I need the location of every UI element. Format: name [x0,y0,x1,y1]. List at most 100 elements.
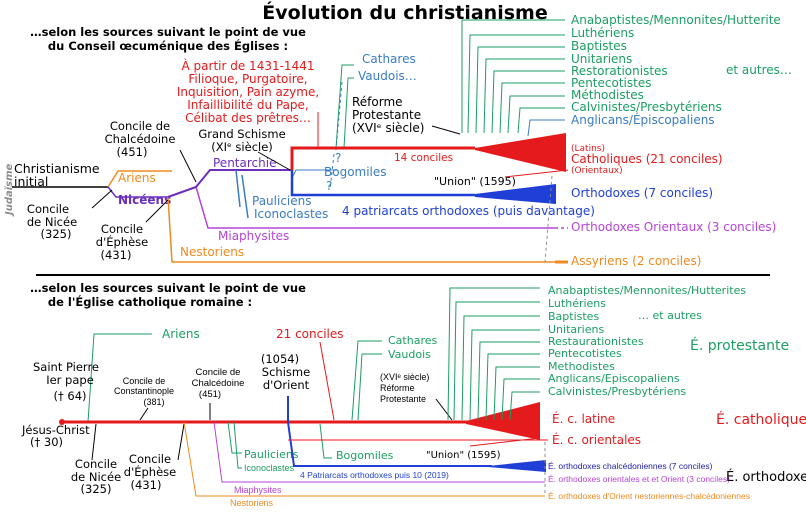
chalcedoine-label-line3: (451) [117,145,148,159]
protestant-bottom-3: Unitariens [548,323,604,336]
question-mark-1: ? [335,151,341,165]
reforme-label-line2: Protestante [352,108,421,122]
cathares-branch [335,64,354,149]
pauliciens-label: Pauliciens [252,194,312,208]
constantinople-line1: Concile de [123,376,166,386]
bottom-orthodox-cone [488,460,546,472]
latin-changes-1: À partir de 1431-1441 [182,58,315,73]
protestant-top-4: Restorationistes [571,64,668,78]
miaphysites-label: Miaphysites [218,229,289,243]
protestant-bottom-5: Pentecotistes [548,347,622,360]
constantinople-pointer [139,407,149,421]
protestant-bottom-1: Luthériens [548,297,606,310]
bottom-miaphysites-branch [213,421,545,483]
bottom-iconoclastes-branch [233,421,242,469]
bottom-chalc-line1: Concile de [196,367,241,378]
reforme-label-line1: Réforme [352,95,403,109]
bogomiles-label: Bogomiles [324,165,387,179]
orthodoxes-label: Orthodoxes (7 conciles) [571,186,713,200]
bottom-bogomiles-branch [319,423,332,459]
top-section: …selon les sources suivant le point de v… [4,13,792,268]
bottom-ephese-pointer [177,423,185,461]
schisme-orient-line3: d'Orient [263,378,310,392]
protestant-bottom-2: Baptistes [548,310,599,323]
schisme-orient-line1: (1054) [261,352,299,366]
bottom-reforme-line2: Réforme [380,383,415,393]
judaisme-label: Judaïsme [4,163,15,217]
pierre-label-line3: († 64) [53,389,86,403]
cathares-label: Cathares [362,52,416,66]
orth-orientaux-label: Orthodoxes Orientaux (3 conciles) [571,220,776,234]
catholiques-label: Catholiques (21 conciles) [571,152,723,166]
bottom-heading-line2: de l'Église catholique romaine : [48,294,252,309]
nicee-label-line3: (325) [41,227,72,241]
reforme-label-line3: (XVIᵉ siècle) [352,121,424,135]
bottom-patriarcats-label: 4 Patriarcats orthodoxes puis 10 (2019) [300,470,449,480]
protestant-top-2: Baptistes [571,39,627,53]
reforme-pointer [431,125,461,135]
bottom-iconoclastes-label: Iconoclastes [244,463,295,473]
bottom-et-autres: … et autres [638,309,702,322]
catholic-cone [475,133,566,172]
bottom-nicee-pointer [91,423,97,461]
eglise-orientales-label: É. c. orientales [552,432,641,447]
bogomiles-branch [291,169,338,179]
bottom-ephese-line2: d'Éphèse [124,464,176,479]
bottom-nicee-line1: Concile [75,457,117,471]
protestant-top-0: Anabaptistes/Mennonites/Hutterite [571,13,781,27]
protestant-top-8: Anglicans/Épiscopaliens [571,112,715,127]
iconoclastes-label: Iconoclastes [254,207,328,221]
protestant-bottom-8: Calvinistes/Presbytériens [548,385,686,398]
chalcedoine-label-line2: Chalcédoine [105,132,176,146]
bottom-reforme-line3: Protestante [380,394,426,404]
orth-nest-label: É. orthodoxes d'Orient nestoriennes-chal… [548,491,750,501]
bottom-pauliciens-branch [227,421,242,454]
protestant-bottom-6: Methodistes [548,360,615,373]
protestant-bottom-0: Anabaptistes/Mennonites/Hutterites [548,284,746,297]
constantinople-line2: Constantinople [114,386,174,396]
assyriens-label: Assyriens (2 conciles) [571,254,701,268]
bottom-section: …selon les sources suivant le point de v… [21,281,806,508]
bottom-heading-line1: …selon les sources suivant le point de v… [30,281,306,295]
bottom-ariens-label: Ariens [162,327,200,341]
protestant-top-1: Luthériens [571,26,634,40]
bottom-bogomiles-label: Bogomiles [336,449,394,462]
chalcedoine-label-line1: Concile de [110,119,170,133]
quatorze-conciles-label: 14 conciles [394,152,453,164]
bogomiles-dashed-2 [329,153,335,191]
bottom-protestant-tree [447,287,540,421]
vingtun-conciles-label: 21 conciles [276,327,344,341]
schisme-pointer [257,151,291,171]
union-label: "Union" (1595) [434,175,516,188]
ephese-label-line2: d'Éphèse [96,234,148,249]
nestoriens-label: Nestoriens [180,245,244,259]
patriarcats-label: 4 patriarcats orthodoxes (puis davantage… [342,204,595,218]
question-mark-2: ? [326,179,332,193]
orth-chalc-label: É. orthodoxes chalcédoniennes (7 concile… [548,461,713,471]
miaphysites-branch [195,186,555,229]
eglise-latine-label: É. c. latine [552,411,615,426]
nicee-label-line2: de Nicée [27,215,77,229]
protestant-top-5: Pentecotistes [571,76,651,90]
schisme-label-line1: Grand Schisme [198,127,285,141]
protestant-bottom-4: Restaurationistes [548,335,644,348]
niceens-branch [107,186,168,198]
bottom-nicee-line2: de Nicée [71,470,121,484]
ariens-label: Ariens [118,171,156,185]
eglise-orthodoxe-label: É. orthodoxe [726,469,806,485]
bottom-cathares-label: Cathares [388,334,437,347]
latin-changes-4: Infaillibilité du Pape, [187,98,308,112]
niceens-to-pentarchie [167,169,292,198]
latin-changes-3: Inquisition, Pain azyme, [177,85,319,99]
bottom-vaudois-branch [357,353,382,421]
bottom-orthodox-line [287,396,492,467]
bottom-ephese-line3: (431) [131,478,162,492]
protestant-top-7: Calvinistes/Presbytériens [571,100,722,114]
top-protestant-tree [461,19,565,137]
bottom-chalc-line2: Chalcédoine [192,378,245,389]
latins-label: (Latins) [571,144,605,154]
pierre-label-line1: Saint Pierre [33,360,99,374]
bottom-chalc-line3: (451) [199,389,221,400]
schisme-label-line2: (XIᵉ siècle) [211,140,273,154]
ariens-branch [107,170,172,188]
